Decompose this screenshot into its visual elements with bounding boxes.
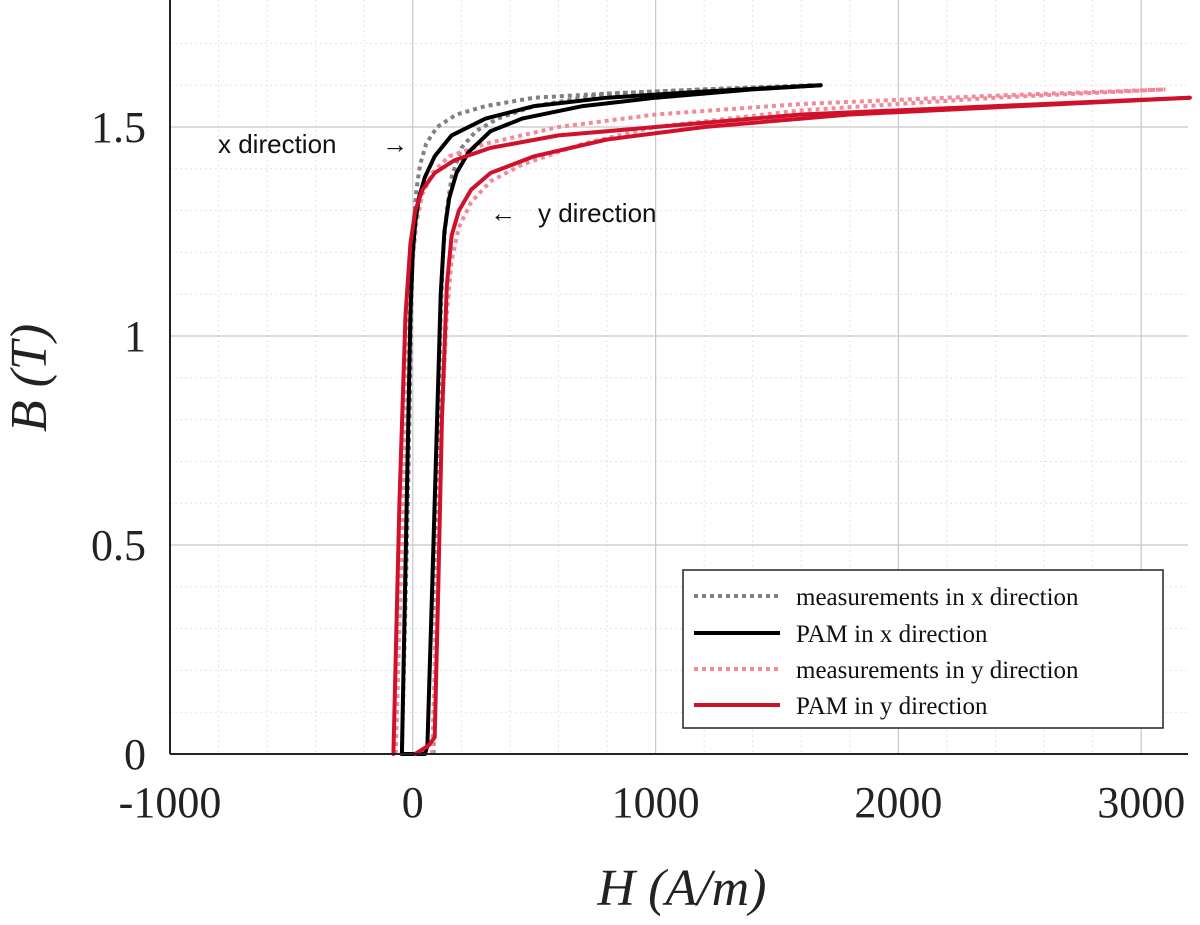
legend-box — [682, 569, 1164, 729]
x-tick-label: 0 — [402, 778, 424, 827]
y-axis-label: B (T) — [1, 324, 58, 432]
y-tick-label: 1 — [124, 312, 146, 361]
annotation-y-direction-arrow: ← — [490, 198, 516, 228]
y-tick-label: 1.5 — [91, 103, 146, 152]
legend-label-pam-y: PAM in y direction — [796, 693, 988, 720]
annotation-y-direction-text: y direction — [538, 198, 657, 228]
legend-label-pam-x: PAM in x direction — [796, 621, 988, 648]
x-axis-label: H (A/m) — [597, 860, 767, 917]
legend-label-measurements-x: measurements in x direction — [796, 584, 1079, 611]
x-tick-label: 1000 — [612, 778, 700, 827]
annotation-x-direction-arrow: → — [382, 129, 408, 159]
x-tick-label: 2000 — [854, 778, 942, 827]
series-layer — [391, 83, 1192, 756]
x-tick-label: -1000 — [119, 778, 222, 827]
y-tick-label: 0 — [124, 730, 146, 779]
series-pam-in-x-direction-branch-1 — [399, 83, 823, 756]
x-tick-label: 3000 — [1097, 778, 1185, 827]
series-measurements-in-y-direction-branch-2 — [430, 87, 1166, 755]
y-tick-label: 0.5 — [91, 521, 146, 570]
legend-label-measurements-y: measurements in y direction — [796, 657, 1079, 684]
series-pam-in-y-direction-branch-2 — [413, 95, 1192, 756]
annotation-x-direction-text: x direction — [218, 129, 337, 159]
series-pam-in-y-direction-branch-1 — [391, 95, 1192, 756]
legend: measurements in x direction PAM in x dir… — [682, 569, 1164, 729]
series-measurements-in-x-direction-branch-2 — [431, 83, 814, 755]
